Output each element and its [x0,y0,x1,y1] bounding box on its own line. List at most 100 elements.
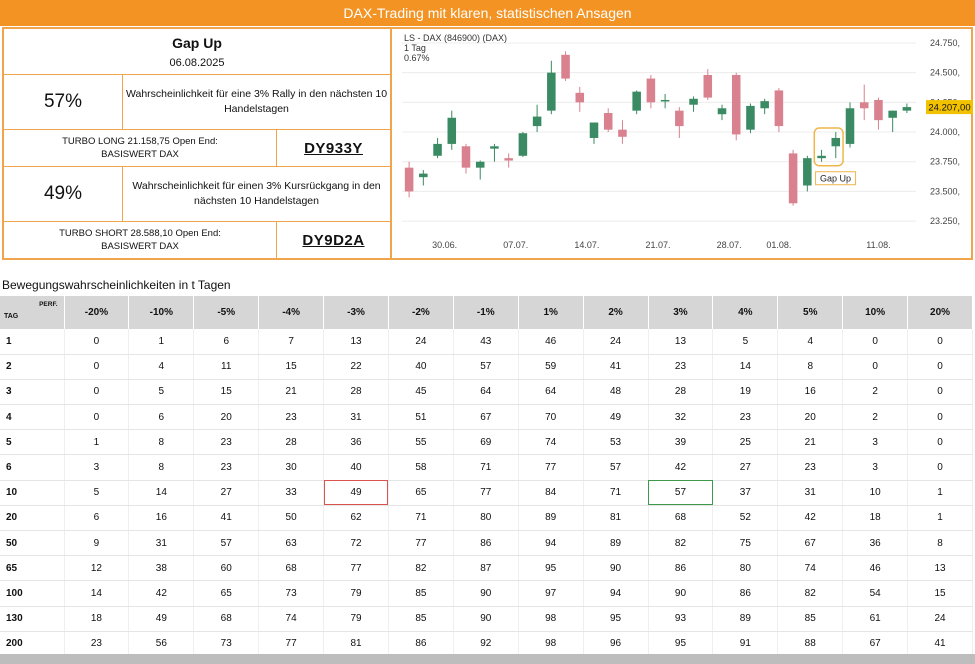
turbo-long-code-link[interactable]: DY933Y [304,139,363,157]
table-cell: 23 [648,354,714,380]
x-tick-label: 07.07. [503,240,528,250]
candle-body [419,173,428,178]
x-tick-label: 14.07. [574,240,599,250]
table-cell: 48 [583,379,649,406]
header-corner: PERF. TAG [0,296,65,329]
table-cell: 25 [712,429,779,456]
table-cell: 27 [712,454,779,481]
row-tag: 3 [0,379,65,406]
row-tag: 10 [0,480,65,506]
tag-label: TAG [4,313,19,320]
table-cell: 79 [323,606,389,632]
table-cell: 6 [128,404,195,431]
table-cell: 74 [258,606,325,632]
column-header: -10% [128,296,195,329]
table-cell: 86 [648,555,714,582]
table-cell: 21 [258,379,325,406]
x-tick-label: 01.08. [766,240,791,250]
table-cell: 89 [712,606,779,632]
table-cell: 0 [64,404,130,431]
perf-label: PERF. [39,301,58,308]
table-cell: 74 [777,555,844,582]
table-cell: 0 [842,329,909,355]
table-cell: 85 [777,606,844,632]
row-tag: 5 [0,429,65,456]
table-cell: 16 [777,379,844,406]
table-row: 4 0 6 20 23 31 51 67 70 49 32 23 20 2 0 [0,404,973,431]
divider [276,130,277,167]
table-cell: 0 [907,454,973,481]
table-cell: 69 [453,429,519,456]
table-cell: 0 [907,354,973,380]
table-cell: 24 [907,606,973,632]
table-cell: 19 [712,379,779,406]
divider [122,75,123,130]
table-cell: 45 [388,379,454,406]
row-tag: 2 [0,354,65,380]
table-cell: 18 [64,606,130,632]
short-pct: 49% [43,183,83,204]
table-cell: 0 [842,354,909,380]
gap-up-annotation: Gap Up [820,174,851,184]
column-header: -4% [258,296,325,329]
table-cell: 77 [518,454,584,481]
candle-body [874,99,883,121]
table-cell: 46 [518,329,584,355]
table-cell: 64 [453,379,519,406]
x-tick-label: 28.07. [717,240,742,250]
probability-table: PERF. TAG -20% -10% -5% -4% -3% -2% -1% 1% 2% 3% 4… [0,296,973,657]
table-cell: 77 [453,480,519,506]
table-cell: 72 [323,530,389,557]
table-cell: 71 [583,480,649,506]
row-tag: 130 [0,606,65,632]
table-cell: 64 [518,379,584,406]
turbo-long-info: TURBO LONG 21.158,75 Open End: BASISWERT… [4,130,276,167]
column-header: -5% [193,296,260,329]
table-cell: 41 [907,631,973,657]
table-header-row: PERF. TAG -20% -10% -5% -4% -3% -2% -1% 1% 2% 3% 4… [0,296,973,329]
table-cell: 91 [712,631,779,657]
table-cell: 75 [712,530,779,557]
table-cell: 68 [648,505,714,532]
table-cell: 2 [842,404,909,431]
table-cell: 62 [323,505,389,532]
column-header: -2% [388,296,454,329]
table-cell: 41 [583,354,649,380]
table-cell: 23 [193,429,260,456]
table-cell: 0 [907,429,973,456]
table-cell: 89 [583,530,649,557]
table-cell: 0 [907,329,973,355]
table-cell: 41 [193,505,260,532]
table-cell: 95 [518,555,584,582]
table-cell: 67 [842,631,909,657]
y-tick-label: 23.500, [930,186,960,196]
table-cell: 46 [842,555,909,582]
table-cell: 1 [907,505,973,532]
table-cell: 1 [128,329,195,355]
table-cell: 13 [648,329,714,355]
row-tag: 1 [0,329,65,355]
table-cell: 10 [842,480,909,506]
long-desc: Wahrscheinlichkeit für eine 3% Rally in … [125,88,388,115]
candle-body [575,92,585,103]
turbo-short-code-link[interactable]: DY9D2A [302,231,365,249]
row-tag: 6 [0,454,65,481]
row-tag: 200 [0,631,65,657]
candle-body [831,137,841,147]
table-cell: 1 [907,480,973,506]
table-cell: 67 [453,404,519,431]
candle-body [660,99,670,102]
table-cell: 24 [388,329,454,355]
long-probability: 57% [4,75,122,130]
table-cell: 51 [388,404,454,431]
table-row: 2 0 4 11 15 22 40 57 59 41 23 14 8 0 0 [0,354,973,380]
turbo-short-text: TURBO SHORT 28.588,10 Open End: BASISWER… [59,228,221,252]
row-tag: 65 [0,555,65,582]
table-cell: 11 [193,354,260,380]
candle-body [632,91,641,111]
dax-candlestick-chart: LS - DAX (846900) (DAX) 1 Tag 0.67% 24.7… [394,29,973,258]
gap-date: 06.08.2025 [169,56,225,69]
x-tick-label: 11.08. [866,240,890,250]
table-cell: 20 [777,404,844,431]
table-cell: 12 [64,555,130,582]
